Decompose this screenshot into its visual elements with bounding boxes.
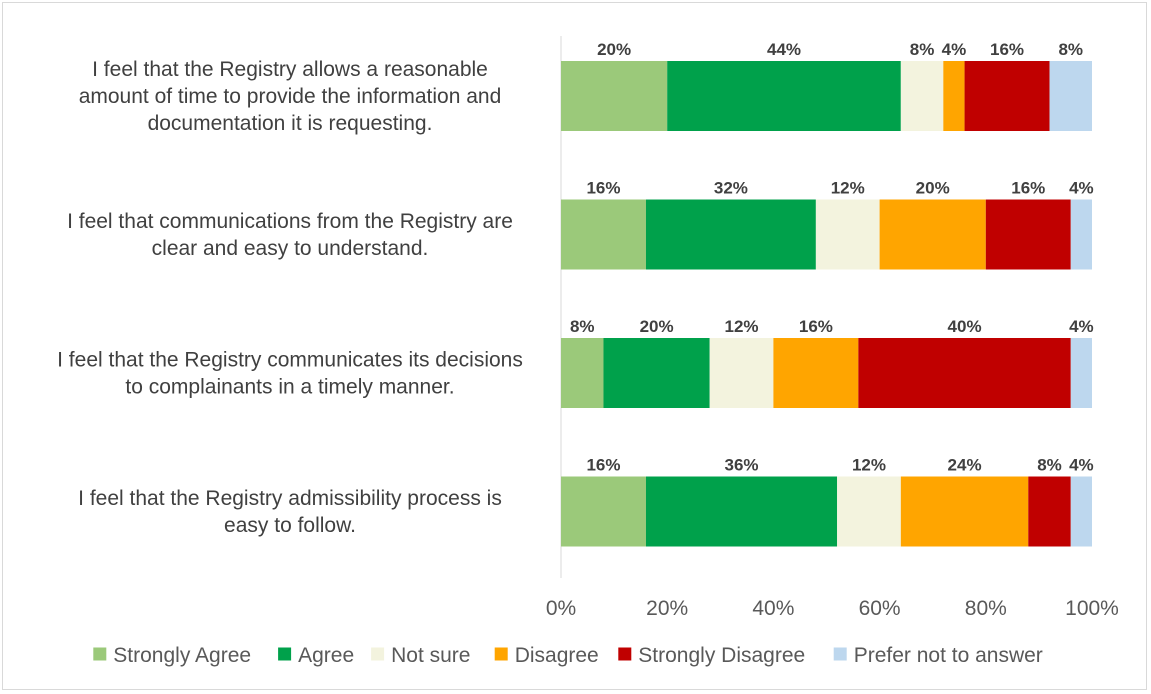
- data-label: 40%: [948, 317, 982, 336]
- bar-segment: [561, 199, 646, 270]
- data-label: 4%: [1069, 317, 1094, 336]
- data-label: 8%: [1058, 40, 1083, 59]
- legend-swatch: [371, 647, 385, 661]
- x-tick-label: 40%: [752, 597, 794, 620]
- x-tick-label: 100%: [1065, 597, 1119, 620]
- data-label: 32%: [714, 179, 748, 198]
- bar-segment: [1049, 61, 1092, 131]
- bar-segment: [561, 476, 646, 547]
- legend-label: Disagree: [515, 644, 599, 667]
- bar-segment: [773, 338, 859, 408]
- x-tick-label: 80%: [965, 597, 1007, 620]
- legend-swatch: [278, 647, 292, 661]
- category-label-line: to complainants in a timely manner.: [125, 376, 454, 399]
- data-label: 24%: [948, 456, 982, 475]
- data-label: 20%: [640, 317, 674, 336]
- data-label: 12%: [831, 179, 865, 198]
- bar-segment: [985, 199, 1071, 270]
- data-label: 16%: [1011, 179, 1045, 198]
- data-label: 4%: [1069, 179, 1094, 198]
- data-label: 16%: [799, 317, 833, 336]
- category-label-line: clear and easy to understand.: [152, 237, 429, 260]
- category-label: I feel that the Registry allows a reason…: [79, 58, 502, 135]
- bar-segment: [1028, 476, 1071, 547]
- legend-swatch: [494, 647, 508, 661]
- bar-segment: [645, 199, 816, 270]
- data-label: 4%: [1069, 456, 1094, 475]
- data-label: 4%: [942, 40, 967, 59]
- category-label-line: documentation it is requesting.: [148, 112, 433, 135]
- bar-segment: [1070, 199, 1092, 270]
- data-label: 8%: [1037, 456, 1062, 475]
- category-label: I feel that the Registry admissibility p…: [78, 487, 502, 537]
- bar-segment: [1070, 338, 1092, 408]
- bar-segment: [603, 338, 710, 408]
- data-label: 8%: [910, 40, 935, 59]
- category-label-line: easy to follow.: [224, 514, 356, 537]
- data-label: 20%: [597, 40, 631, 59]
- legend-label: Strongly Disagree: [638, 644, 805, 667]
- bar-segment: [837, 476, 901, 547]
- bar-segment: [645, 476, 838, 547]
- data-label: 16%: [586, 456, 620, 475]
- data-label: 16%: [990, 40, 1024, 59]
- data-label: 12%: [725, 317, 759, 336]
- category-label-line: I feel that communications from the Regi…: [67, 210, 513, 233]
- bar-segment: [1070, 476, 1092, 547]
- x-tick-label: 0%: [546, 597, 576, 620]
- category-label-line: I feel that the Registry communicates it…: [57, 349, 523, 372]
- bar-segment: [900, 61, 944, 131]
- category-label: I feel that the Registry communicates it…: [57, 349, 523, 399]
- bar-segment: [561, 338, 604, 408]
- data-label: 36%: [725, 456, 759, 475]
- bar-segment: [815, 199, 880, 270]
- legend-label: Agree: [298, 644, 354, 667]
- bar-segment: [964, 61, 1050, 131]
- category-label-line: I feel that the Registry admissibility p…: [78, 487, 502, 510]
- legend-label: Prefer not to answer: [854, 644, 1043, 667]
- category-label: I feel that communications from the Regi…: [67, 210, 513, 260]
- legend-label: Not sure: [391, 644, 470, 667]
- category-label-line: I feel that the Registry allows a reason…: [92, 58, 488, 81]
- bar-segment: [879, 199, 986, 270]
- x-tick-label: 20%: [646, 597, 688, 620]
- bar-segment: [943, 61, 965, 131]
- legend-swatch: [618, 647, 632, 661]
- legend-label: Strongly Agree: [113, 644, 251, 667]
- category-label-line: amount of time to provide the informatio…: [79, 85, 502, 108]
- data-label: 12%: [852, 456, 886, 475]
- legend-swatch: [93, 647, 107, 661]
- bar-segment: [858, 338, 1071, 408]
- data-label: 20%: [916, 179, 950, 198]
- data-label: 16%: [586, 179, 620, 198]
- bar-segment: [667, 61, 901, 131]
- x-tick-label: 60%: [859, 597, 901, 620]
- bar-segment: [709, 338, 774, 408]
- bar-segment: [900, 476, 1029, 547]
- data-label: 8%: [570, 317, 595, 336]
- data-label: 44%: [767, 40, 801, 59]
- bar-segment: [561, 61, 668, 131]
- legend-swatch: [833, 647, 847, 661]
